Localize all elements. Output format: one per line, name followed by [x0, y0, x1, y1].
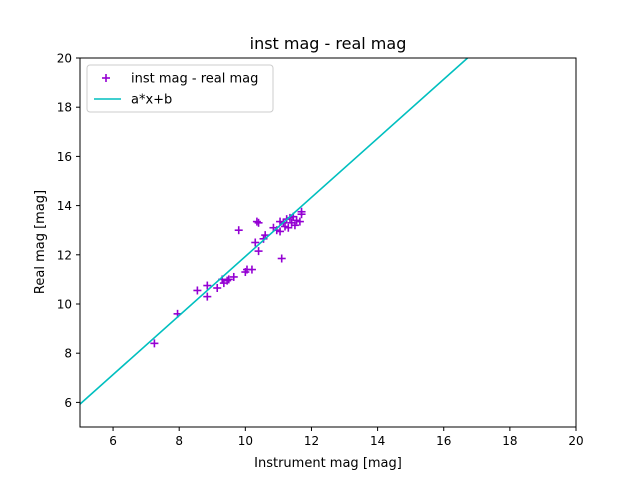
legend-label: inst mag - real mag	[131, 72, 258, 87]
data-point	[247, 265, 256, 274]
data-point	[284, 223, 293, 232]
legend-label: a*x+b	[131, 93, 172, 108]
y-tick-label: 10	[57, 298, 72, 312]
x-tick-label: 8	[175, 434, 183, 448]
data-point	[252, 217, 261, 226]
data-point	[277, 254, 286, 263]
data-point	[193, 286, 202, 295]
y-tick-label: 16	[57, 150, 72, 164]
data-point	[251, 238, 260, 247]
data-point	[150, 339, 159, 348]
x-tick-label: 6	[109, 434, 117, 448]
y-axis-label: Real mag [mag]	[33, 190, 48, 294]
x-tick-label: 14	[370, 434, 385, 448]
fit-line	[80, 58, 469, 405]
y-tick-label: 14	[57, 199, 72, 213]
data-point	[229, 272, 238, 281]
x-tick-label: 16	[436, 434, 451, 448]
x-tick-label: 12	[304, 434, 319, 448]
x-axis-label: Instrument mag [mag]	[254, 456, 402, 471]
data-point	[224, 275, 233, 284]
data-point	[297, 207, 306, 216]
plot-area: 6 8 10 12 14 16 18 20 6 8 10 12 14 16 18 20	[57, 52, 584, 449]
data-point	[254, 218, 263, 227]
x-tick-label: 10	[238, 434, 253, 448]
legend-marker-swatch	[102, 74, 110, 82]
legend: inst mag - real mag a*x+b	[86, 64, 274, 113]
y-tick-label: 8	[64, 347, 72, 361]
chart-title: inst mag - real mag	[250, 34, 407, 53]
data-point	[223, 276, 232, 285]
data-point	[295, 217, 304, 226]
y-tick-label: 6	[64, 396, 72, 410]
data-point	[290, 221, 299, 230]
data-point	[234, 226, 243, 235]
x-tick-label: 18	[502, 434, 517, 448]
legend-box	[86, 64, 274, 113]
y-tick-label: 20	[57, 52, 72, 66]
data-point	[203, 292, 212, 301]
x-tick-label: 20	[568, 434, 583, 448]
y-tick-label: 12	[57, 248, 72, 262]
y-tick-label: 18	[57, 101, 72, 115]
data-point	[203, 281, 212, 290]
data-point	[254, 247, 263, 256]
axes-frame	[79, 57, 577, 428]
data-point	[276, 227, 285, 236]
data-layer	[80, 58, 469, 405]
data-point	[213, 284, 222, 293]
